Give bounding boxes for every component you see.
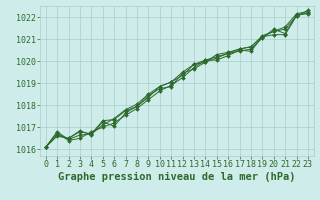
X-axis label: Graphe pression niveau de la mer (hPa): Graphe pression niveau de la mer (hPa) — [58, 172, 296, 182]
